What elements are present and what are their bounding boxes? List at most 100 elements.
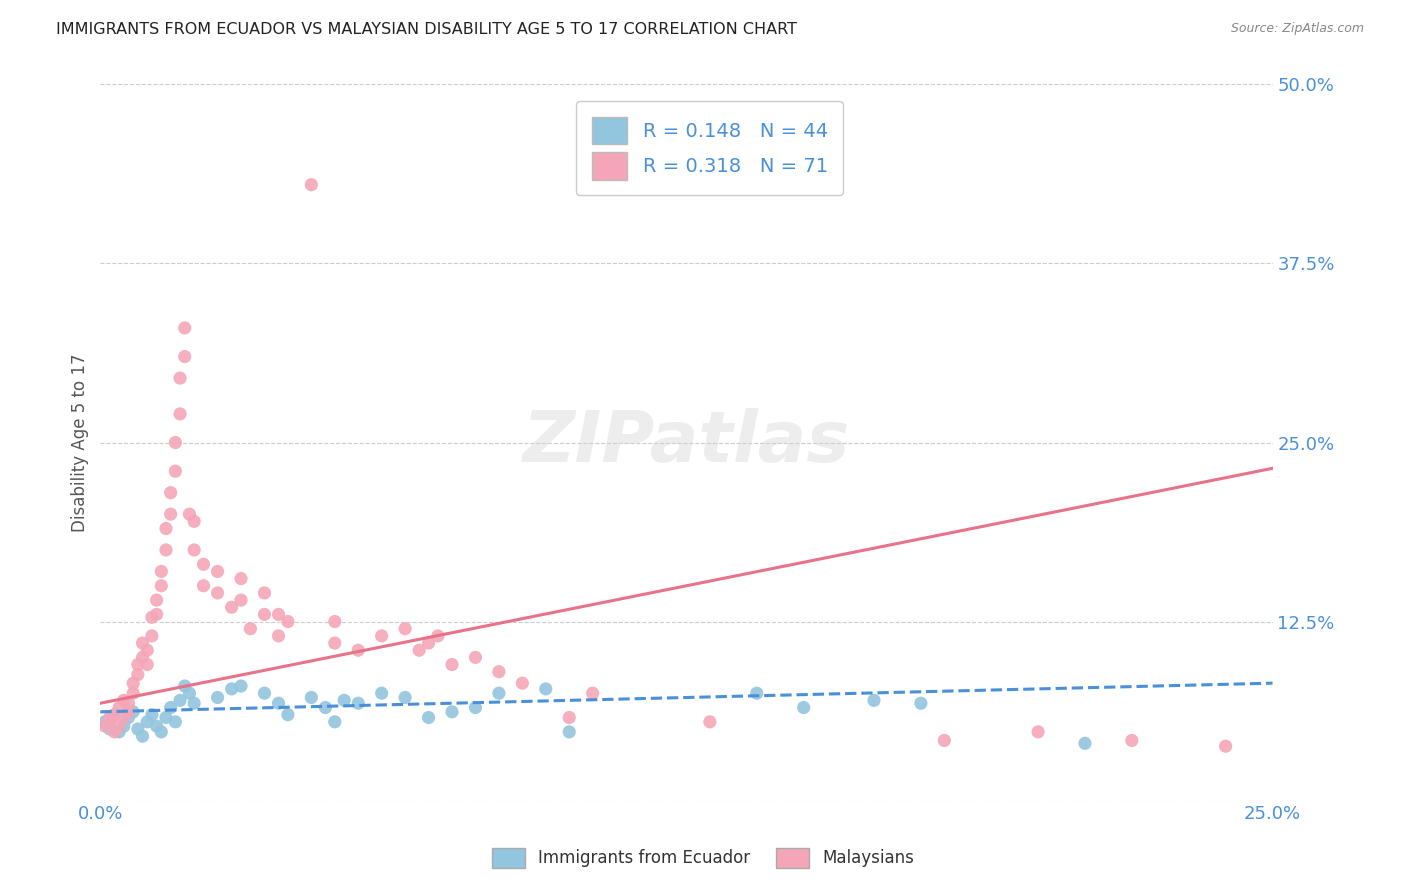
Point — [253, 686, 276, 700]
Point — [221, 681, 243, 696]
Point — [394, 622, 416, 636]
Point — [394, 690, 416, 705]
Point — [314, 700, 336, 714]
Point — [745, 686, 768, 700]
Point — [793, 700, 815, 714]
Point — [98, 722, 121, 736]
Point — [347, 643, 370, 657]
Point — [299, 178, 322, 192]
Point — [323, 714, 346, 729]
Point — [299, 690, 322, 705]
Text: IMMIGRANTS FROM ECUADOR VS MALAYSIAN DISABILITY AGE 5 TO 17 CORRELATION CHART: IMMIGRANTS FROM ECUADOR VS MALAYSIAN DIS… — [56, 22, 797, 37]
Text: ZIPatlas: ZIPatlas — [523, 408, 851, 477]
Point — [426, 629, 449, 643]
Point — [150, 565, 173, 579]
Point — [108, 719, 131, 733]
Point — [267, 696, 290, 710]
Point — [145, 607, 167, 622]
Point — [207, 565, 229, 579]
Point — [169, 407, 191, 421]
Point — [122, 686, 145, 700]
Point — [136, 657, 159, 672]
Point — [183, 514, 205, 528]
Point — [136, 643, 159, 657]
Point — [347, 696, 370, 710]
Point — [408, 643, 430, 657]
Point — [370, 686, 392, 700]
Point — [150, 724, 173, 739]
Point — [267, 629, 290, 643]
Point — [165, 714, 187, 729]
Point — [488, 686, 510, 700]
Point — [229, 593, 252, 607]
Point — [179, 507, 201, 521]
Point — [534, 681, 557, 696]
Point — [207, 586, 229, 600]
Point — [165, 435, 187, 450]
Point — [370, 629, 392, 643]
Y-axis label: Disability Age 5 to 17: Disability Age 5 to 17 — [72, 353, 89, 532]
Point — [558, 724, 581, 739]
Point — [131, 650, 153, 665]
Point — [169, 693, 191, 707]
Point — [179, 686, 201, 700]
Point — [141, 610, 163, 624]
Point — [239, 622, 262, 636]
Point — [127, 657, 149, 672]
Point — [98, 710, 121, 724]
Point — [159, 485, 181, 500]
Point — [141, 707, 163, 722]
Point — [512, 676, 534, 690]
Point — [253, 607, 276, 622]
Point — [165, 464, 187, 478]
Point — [699, 714, 721, 729]
Point — [207, 690, 229, 705]
Point — [122, 676, 145, 690]
Point — [94, 719, 117, 733]
Point — [155, 521, 177, 535]
Point — [934, 733, 956, 747]
Point — [1026, 724, 1049, 739]
Point — [173, 350, 195, 364]
Point — [1215, 739, 1237, 754]
Point — [117, 710, 139, 724]
Point — [267, 607, 290, 622]
Point — [112, 710, 135, 724]
Point — [122, 705, 145, 719]
Point — [141, 629, 163, 643]
Point — [418, 710, 440, 724]
Point — [112, 693, 135, 707]
Point — [193, 579, 215, 593]
Point — [582, 686, 605, 700]
Point — [277, 615, 299, 629]
Point — [103, 707, 125, 722]
Point — [155, 710, 177, 724]
Point — [159, 507, 181, 521]
Legend: Immigrants from Ecuador, Malaysians: Immigrants from Ecuador, Malaysians — [485, 841, 921, 875]
Point — [333, 693, 356, 707]
Point — [440, 705, 463, 719]
Point — [127, 722, 149, 736]
Point — [173, 321, 195, 335]
Point — [117, 705, 139, 719]
Point — [910, 696, 932, 710]
Point — [108, 700, 131, 714]
Point — [464, 650, 486, 665]
Point — [94, 714, 117, 729]
Point — [112, 719, 135, 733]
Point — [1121, 733, 1143, 747]
Point — [418, 636, 440, 650]
Point — [103, 724, 125, 739]
Legend: R = 0.148   N = 44, R = 0.318   N = 71: R = 0.148 N = 44, R = 0.318 N = 71 — [576, 102, 844, 195]
Point — [323, 615, 346, 629]
Point — [193, 558, 215, 572]
Point — [173, 679, 195, 693]
Point — [221, 600, 243, 615]
Point — [131, 636, 153, 650]
Point — [183, 696, 205, 710]
Point — [131, 729, 153, 743]
Point — [98, 714, 121, 729]
Point — [464, 700, 486, 714]
Point — [253, 586, 276, 600]
Point — [183, 543, 205, 558]
